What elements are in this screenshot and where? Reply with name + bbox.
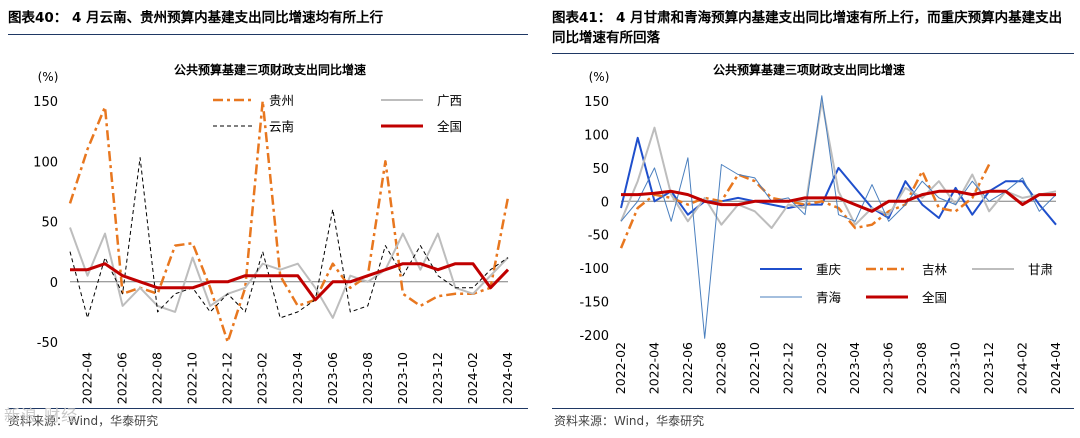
x-tick-label: 2023-10: [395, 352, 410, 404]
y-tick-label: 150: [33, 95, 58, 110]
y-tick-label: -50: [588, 229, 609, 244]
x-tick-label: 2024-04: [1048, 342, 1063, 394]
chart-40-svg: 公共预算基建三项财政支出同比增速 (%) -50 0 50 100 150 2022-04 20…: [33, 62, 515, 404]
chart-title: 公共预算基建三项财政支出同比增速: [713, 62, 905, 77]
x-tick-label: 2022-06: [115, 352, 130, 404]
x-tick-label: 2023-02: [814, 342, 829, 394]
legend-label: 贵州: [269, 93, 294, 108]
watermark: 新浪 财经: [4, 406, 79, 425]
x-tick-label: 2024-02: [465, 352, 480, 404]
legend-label: 青海: [816, 290, 842, 305]
x-tick-label: 2023-06: [881, 342, 896, 394]
x-tick-label: 2022-12: [220, 352, 235, 404]
x-tick-label: 2022-10: [747, 342, 762, 394]
series-line-云南: [69, 157, 509, 319]
source-note: 资料来源：Wind，华泰研究: [554, 414, 705, 428]
title-rule: [8, 34, 528, 35]
y-tick-label: 50: [41, 216, 58, 231]
x-tick-label: 2022-04: [646, 342, 661, 394]
legend-label: 云南: [269, 119, 294, 134]
y-axis-unit: (%): [38, 70, 59, 84]
legend-label: 广西: [437, 93, 462, 108]
y-tick-label: 100: [584, 128, 609, 143]
source-note: 资料来源：Wind，华泰研究: [8, 414, 159, 428]
series-line-青海: [620, 95, 1057, 339]
legend-label: 重庆: [816, 262, 842, 277]
x-tick-label: 2024-04: [500, 352, 515, 404]
source-rule: [552, 408, 1074, 409]
x-tick-label: 2023-04: [847, 342, 862, 394]
series-line-吉林: [619, 163, 991, 249]
figure-title-40: 图表40： 4 月云南、贵州预算内基建支出同比增速均有所上行: [8, 10, 384, 26]
x-tick-label: 2023-10: [948, 342, 963, 394]
figure-title-41: 图表41： 4 月甘肃和青海预算内基建支出同比增速有所上行，而重庆预算内基建支出…: [552, 10, 1063, 46]
chart-41-svg: 公共预算基建三项财政支出同比增速 (%) -200 -150 -100 -50 0 50 100…: [579, 62, 1063, 394]
x-tick-label: 2024-02: [1015, 342, 1030, 394]
x-tick-label: 2022-04: [80, 352, 95, 404]
chart-panel-2: 图表41： 4 月甘肃和青海预算内基建支出同比增速有所上行，而重庆预算内基建支出…: [546, 0, 1080, 438]
series-line-广西: [69, 227, 509, 319]
y-tick-label: 0: [50, 276, 58, 291]
x-tick-label: 2022-10: [185, 352, 200, 404]
legend-label: 甘肃: [1028, 262, 1053, 277]
chart-title: 公共预算基建三项财政支出同比增速: [174, 62, 366, 77]
x-tick-label: 2023-04: [290, 352, 305, 404]
x-tick-label: 2023-12: [430, 352, 445, 404]
x-tick-label: 2022-02: [613, 342, 628, 394]
series-line-贵州: [68, 99, 510, 344]
y-tick-label: -100: [579, 262, 609, 277]
x-tick-label: 2023-06: [325, 352, 340, 404]
x-tick-label: 2023-08: [914, 342, 929, 394]
series-line-全国: [621, 189, 1056, 213]
y-tick-label: -200: [579, 329, 609, 344]
title-rule: [552, 53, 1074, 54]
legend-label: 吉林: [922, 262, 948, 277]
x-tick-label: 2022-08: [713, 342, 728, 394]
x-tick-label: 2022-08: [150, 352, 165, 404]
y-axis-unit: (%): [589, 70, 610, 84]
legend-label: 全国: [922, 290, 947, 305]
x-tick-label: 2023-12: [981, 342, 996, 394]
x-tick-label: 2022-06: [680, 342, 695, 394]
x-tick-label: 2022-12: [780, 342, 795, 394]
x-tick-label: 2023-02: [255, 352, 270, 404]
y-tick-label: -150: [579, 296, 609, 311]
y-tick-label: 0: [601, 195, 609, 210]
y-tick-label: 150: [584, 95, 609, 110]
y-tick-label: -50: [37, 336, 58, 351]
legend-label: 全国: [437, 119, 462, 134]
x-tick-label: 2023-08: [360, 352, 375, 404]
y-tick-label: 50: [592, 162, 609, 177]
source-rule: [8, 408, 528, 409]
series-line-全国: [70, 262, 510, 302]
chart-panel-1: 图表40： 4 月云南、贵州预算内基建支出同比增速均有所上行 公共预算基建三项财…: [0, 0, 535, 438]
y-tick-label: 100: [33, 155, 58, 170]
